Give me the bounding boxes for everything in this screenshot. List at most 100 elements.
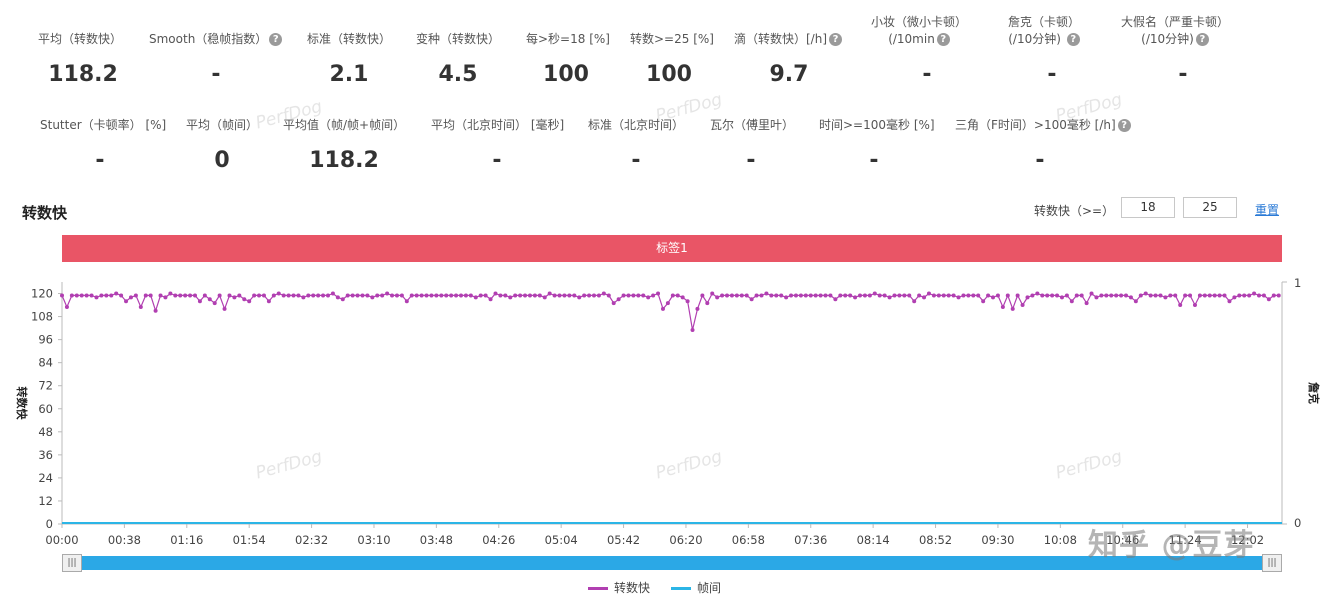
stat-value-avg-fps-frametime: 118.2 <box>309 148 379 173</box>
series-fps-point <box>291 293 296 298</box>
series-fps-point <box>1148 293 1153 298</box>
series-fps-point <box>168 291 173 296</box>
series-fps-point <box>1266 297 1271 302</box>
series-fps-point <box>330 291 335 296</box>
stat-label-avg-fps: 平均（转数快） <box>38 32 123 46</box>
series-fps-point <box>843 293 848 298</box>
series-fps-point <box>1202 293 1207 298</box>
series-fps-point <box>138 304 143 309</box>
series-fps-point <box>922 295 927 300</box>
series-fps-point <box>454 293 459 298</box>
series-fps-point <box>626 293 631 298</box>
x-tick-label: 08:14 <box>857 533 890 547</box>
series-fps-point <box>808 293 813 298</box>
help-icon[interactable]: ? <box>1195 33 1209 46</box>
series-fps-point <box>94 295 99 300</box>
series-fps-point <box>202 293 207 298</box>
series-fps-point <box>1084 301 1089 306</box>
series-fps-point <box>833 297 838 302</box>
series-fps-point <box>636 293 641 298</box>
fps-threshold-high-input[interactable]: 25 <box>1183 197 1237 218</box>
help-icon[interactable]: ? <box>1066 33 1080 46</box>
series-fps-point <box>513 293 518 298</box>
series-fps-point <box>143 293 148 298</box>
series-fps-point <box>729 293 734 298</box>
series-fps-point <box>892 293 897 298</box>
series-fps-point <box>774 293 779 298</box>
y-tick-label: 60 <box>38 402 53 416</box>
legend-label-fps: 转数快 <box>614 581 651 595</box>
series-fps-point <box>720 293 725 298</box>
series-fps-point <box>119 293 124 298</box>
y-tick-label: 120 <box>31 287 53 301</box>
y-tick-label: 96 <box>38 333 53 347</box>
series-fps-point <box>99 293 104 298</box>
series-fps-point <box>399 293 404 298</box>
series-fps-point <box>1050 293 1055 298</box>
series-fps-point <box>89 293 94 298</box>
help-icon[interactable]: ? <box>1117 119 1131 132</box>
series-fps-point <box>375 293 380 298</box>
scroller-right-handle[interactable]: ||| <box>1262 554 1282 572</box>
help-icon[interactable]: ? <box>936 33 950 46</box>
series-fps-point <box>222 306 227 311</box>
series-fps-point <box>744 293 749 298</box>
series-fps-point <box>1045 293 1050 298</box>
stat-label-small-jank: 小妆（微小卡顿） (/10min? <box>871 15 968 46</box>
stat-label-avg-bj: 平均（北京时间） [毫秒] <box>431 118 565 132</box>
series-fps-point <box>710 291 715 296</box>
stat-value-smooth: - <box>211 62 221 87</box>
series-fps-point <box>986 293 991 298</box>
x-tick-label: 00:00 <box>45 533 78 547</box>
reset-link[interactable]: 重置 <box>1255 203 1280 217</box>
series-fps-point <box>64 304 69 309</box>
stat-label-std-fps: 标准（转数快） <box>307 32 392 46</box>
help-icon[interactable]: ? <box>829 33 843 46</box>
x-tick-label: 03:48 <box>420 533 453 547</box>
scroller-left-handle[interactable]: ||| <box>62 554 82 572</box>
series-fps-point <box>1163 295 1168 300</box>
series-fps-point <box>991 295 996 300</box>
x-tick-label: 01:54 <box>233 533 266 547</box>
y-tick-label: 12 <box>38 494 53 508</box>
fps-chart: 0 12 24 36 48 60 72 84 96 108 120 1 0 转数快 詹克 00:00 00:38… <box>15 276 1321 547</box>
series-fps-point <box>355 293 360 298</box>
series-fps-point <box>966 293 971 298</box>
label-bar[interactable]: 标签1 <box>62 235 1282 262</box>
stat-label-var-fps: 变种（转数快） <box>416 32 501 46</box>
series-fps-point <box>252 293 257 298</box>
series-fps-point <box>897 293 902 298</box>
stat-label-big-jank: 大假名（严重卡顿） (/10分钟)? <box>1121 15 1230 46</box>
help-icon[interactable]: ? <box>269 33 283 46</box>
legend-item-fps[interactable]: 转数快 <box>588 579 650 596</box>
fps-threshold-low-input[interactable]: 18 <box>1121 197 1175 218</box>
series-fps-point <box>237 293 242 298</box>
y-tick-label: 24 <box>38 471 53 485</box>
series-fps-point <box>148 293 153 298</box>
series-fps-point <box>488 297 493 302</box>
series-fps-point <box>523 293 528 298</box>
series-fps-point <box>1276 293 1281 298</box>
legend-item-frametime[interactable]: 帧间 <box>671 579 721 596</box>
series-fps-point <box>316 293 321 298</box>
y-tick-label: 36 <box>38 448 53 462</box>
series-fps-point <box>429 293 434 298</box>
stat-label-fps-ge18: 每>秒=18 [%] <box>526 32 610 46</box>
stat-label-smooth: Smooth（稳帧指数）? <box>149 30 283 47</box>
series-fps-point <box>557 293 562 298</box>
series-fps-point <box>1183 293 1188 298</box>
series-fps-point <box>1261 293 1266 298</box>
stat-label-ft-ge100: 时间>=100毫秒 [%] <box>819 118 935 132</box>
series-fps-point <box>340 297 345 302</box>
time-range-scroller[interactable] <box>62 556 1282 570</box>
series-fps-point <box>907 293 912 298</box>
series-fps-point <box>1138 293 1143 298</box>
series-fps-point <box>463 293 468 298</box>
series-fps-point <box>1217 293 1222 298</box>
series-fps-point <box>1069 299 1074 304</box>
series-fps-point <box>74 293 79 298</box>
series-fps-point <box>390 293 395 298</box>
series-fps-point <box>84 293 89 298</box>
x-tick-label: 10:46 <box>1106 533 1139 547</box>
series-fps-point <box>193 293 198 298</box>
